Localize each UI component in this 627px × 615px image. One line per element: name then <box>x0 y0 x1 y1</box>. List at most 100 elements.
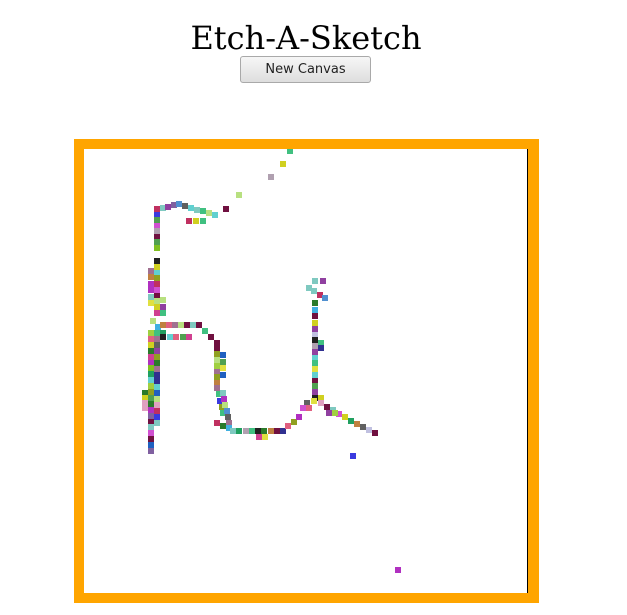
painted-cell <box>154 408 160 414</box>
painted-cell <box>285 423 291 429</box>
painted-cell <box>360 424 366 430</box>
painted-cell <box>148 430 154 436</box>
painted-cell <box>148 448 154 454</box>
painted-cell <box>148 360 154 366</box>
painted-cell <box>154 281 160 287</box>
painted-cell <box>224 408 230 414</box>
painted-cell <box>214 357 220 363</box>
painted-cell <box>154 239 160 245</box>
painted-cell <box>262 434 268 440</box>
painted-cell <box>214 346 220 352</box>
painted-cell <box>312 383 318 389</box>
painted-cell <box>160 334 166 340</box>
painted-cell <box>280 428 286 434</box>
painted-cell <box>222 402 228 408</box>
painted-cell <box>186 218 192 224</box>
painted-cell <box>180 334 186 340</box>
painted-cell <box>366 427 372 433</box>
painted-cell <box>202 328 208 334</box>
painted-cell <box>200 208 206 214</box>
painted-cell <box>182 203 188 209</box>
painted-cell <box>154 336 160 342</box>
painted-cell <box>148 442 154 448</box>
painted-cell <box>154 330 160 336</box>
painted-cell <box>311 288 317 294</box>
painted-cell <box>154 354 160 360</box>
painted-cell <box>154 223 160 229</box>
painted-cell <box>154 342 160 348</box>
painted-cell <box>148 407 154 413</box>
painted-cell <box>395 567 401 573</box>
painted-cell <box>155 324 161 330</box>
painted-cell <box>206 210 212 216</box>
painted-cell <box>312 337 318 343</box>
painted-cell <box>268 428 274 434</box>
painted-cell <box>354 421 360 427</box>
painted-cell <box>154 372 160 378</box>
painted-cell <box>148 281 154 287</box>
painted-cell <box>312 389 318 395</box>
painted-cell <box>142 400 148 406</box>
painted-cell <box>142 405 148 411</box>
painted-cell <box>304 400 310 406</box>
painted-cell <box>154 360 160 366</box>
painted-cell <box>148 424 154 430</box>
painted-cell <box>173 334 179 340</box>
painted-cell <box>154 206 160 212</box>
painted-cell <box>300 405 306 411</box>
painted-cell <box>154 366 160 372</box>
painted-cell <box>306 405 312 411</box>
painted-cell <box>148 383 154 389</box>
painted-cell <box>148 436 154 442</box>
painted-cell <box>160 330 166 336</box>
painted-cell <box>148 401 154 407</box>
painted-cell <box>154 258 160 264</box>
painted-cell <box>154 348 160 354</box>
painted-cell <box>320 278 326 284</box>
painted-cell <box>154 304 160 310</box>
painted-cell <box>220 390 226 396</box>
painted-cell <box>154 270 160 276</box>
painted-cell <box>154 298 160 304</box>
painted-cell <box>214 420 220 426</box>
painted-cell <box>342 414 348 420</box>
painted-cell <box>160 310 166 316</box>
painted-cell <box>214 351 220 357</box>
new-canvas-button[interactable]: New Canvas <box>240 56 371 83</box>
painted-cell <box>176 201 182 207</box>
painted-cell <box>225 414 231 420</box>
painted-cell <box>171 202 177 208</box>
painted-cell <box>148 268 154 274</box>
painted-cell <box>372 430 378 436</box>
painted-cell <box>214 363 220 369</box>
painted-cell <box>311 398 317 404</box>
painted-cell <box>220 352 226 358</box>
painted-cell <box>148 354 154 360</box>
painted-cell <box>148 348 154 354</box>
painted-cell <box>166 322 172 328</box>
painted-cell <box>220 423 226 429</box>
painted-cell <box>193 218 199 224</box>
painted-cell <box>214 380 220 386</box>
painted-cell <box>226 425 232 431</box>
painted-cell <box>318 395 324 401</box>
painted-cell <box>148 371 154 377</box>
painted-cell <box>142 390 148 396</box>
painted-cell <box>148 413 154 419</box>
sketch-canvas[interactable] <box>84 149 528 593</box>
painted-cell <box>160 297 166 303</box>
painted-cell <box>223 206 229 212</box>
painted-cell <box>154 275 160 281</box>
painted-cell <box>332 410 338 416</box>
painted-cell <box>261 428 267 434</box>
painted-cell <box>350 453 356 459</box>
painted-cell <box>167 334 173 340</box>
painted-cell <box>154 310 160 316</box>
painted-cell <box>312 278 318 284</box>
painted-cell <box>184 322 190 328</box>
painted-cell <box>190 322 196 328</box>
painted-cell <box>274 428 280 434</box>
painted-cell <box>154 384 160 390</box>
painted-cell <box>249 428 255 434</box>
painted-cell <box>200 218 206 224</box>
